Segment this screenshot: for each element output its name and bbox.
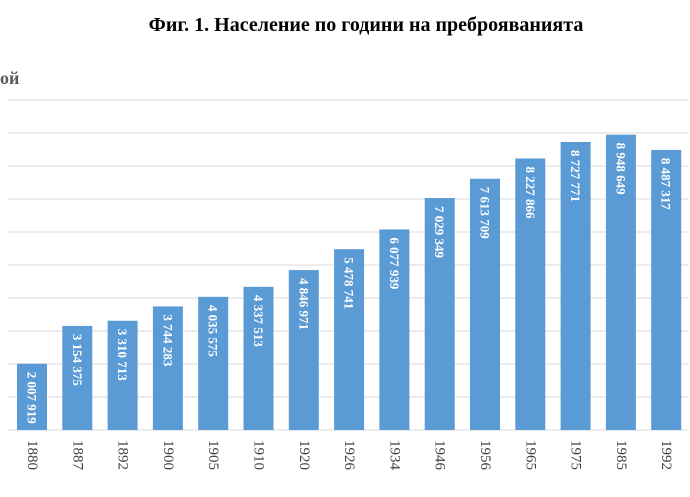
x-tick-label-1887: 1887 <box>69 440 85 471</box>
x-tick-label-1946: 1946 <box>432 440 448 471</box>
data-label-1926: 5 478 741 <box>342 257 357 309</box>
x-tick-label-1934: 1934 <box>386 440 402 471</box>
bar-1934 <box>379 229 410 430</box>
data-label-1887: 3 154 375 <box>70 334 85 387</box>
data-label-1975: 8 727 771 <box>568 150 583 202</box>
bar-1905 <box>198 296 229 430</box>
data-label-1956: 7 613 709 <box>478 187 493 240</box>
bar-1946 <box>424 198 455 430</box>
x-tick-label-1926: 1926 <box>341 440 357 471</box>
data-label-1985: 8 948 649 <box>613 143 628 196</box>
x-tick-labels: 1880 1887 1892 1900 1905 1910 1920 1926 1934 1946… <box>24 440 674 471</box>
bar-1985 <box>605 134 636 430</box>
bar-1975 <box>560 141 591 430</box>
data-label-1992: 8 487 317 <box>659 158 674 211</box>
x-tick-label-1892: 1892 <box>115 440 131 470</box>
bar-1887 <box>62 325 93 430</box>
x-tick-label-1975: 1975 <box>568 440 584 470</box>
data-label-1920: 4 846 971 <box>296 278 311 330</box>
data-label-1946: 7 029 349 <box>432 206 447 259</box>
y-axis-unit-label: ой <box>0 68 20 88</box>
data-label-1892: 3 310 713 <box>115 329 130 382</box>
bar-1892 <box>107 320 138 430</box>
x-tick-label-1900: 1900 <box>160 440 176 470</box>
data-label-1905: 4 035 575 <box>206 305 221 358</box>
data-label-1910: 4 337 513 <box>251 295 266 348</box>
data-label-1965: 8 227 866 <box>523 166 538 219</box>
bar-1926 <box>334 249 365 430</box>
data-label-1880: 2 007 919 <box>25 372 40 425</box>
bar-1910 <box>243 286 274 430</box>
bar-1956 <box>470 178 500 430</box>
x-tick-label-1992: 1992 <box>658 440 674 470</box>
data-label-1934: 6 077 939 <box>387 237 402 290</box>
x-tick-label-1905: 1905 <box>205 440 221 470</box>
x-tick-label-1910: 1910 <box>251 440 267 470</box>
x-tick-label-1985: 1985 <box>613 440 629 470</box>
x-tick-label-1880: 1880 <box>24 440 40 470</box>
x-tick-label-1920: 1920 <box>296 440 312 470</box>
bar-1965 <box>515 158 546 431</box>
x-tick-label-1956: 1956 <box>477 440 493 471</box>
bars: 2 007 919 3 154 375 3 310 713 3 744 283 4 03… <box>17 134 682 431</box>
bar-1992 <box>651 149 682 431</box>
bar-1920 <box>288 270 319 430</box>
chart-title: Фиг. 1. Население по години на преброява… <box>148 14 584 36</box>
x-tick-label-1965: 1965 <box>522 440 538 470</box>
data-label-1900: 3 744 283 <box>160 314 175 367</box>
bar-1880 <box>17 363 47 430</box>
bar-1900 <box>152 306 183 430</box>
